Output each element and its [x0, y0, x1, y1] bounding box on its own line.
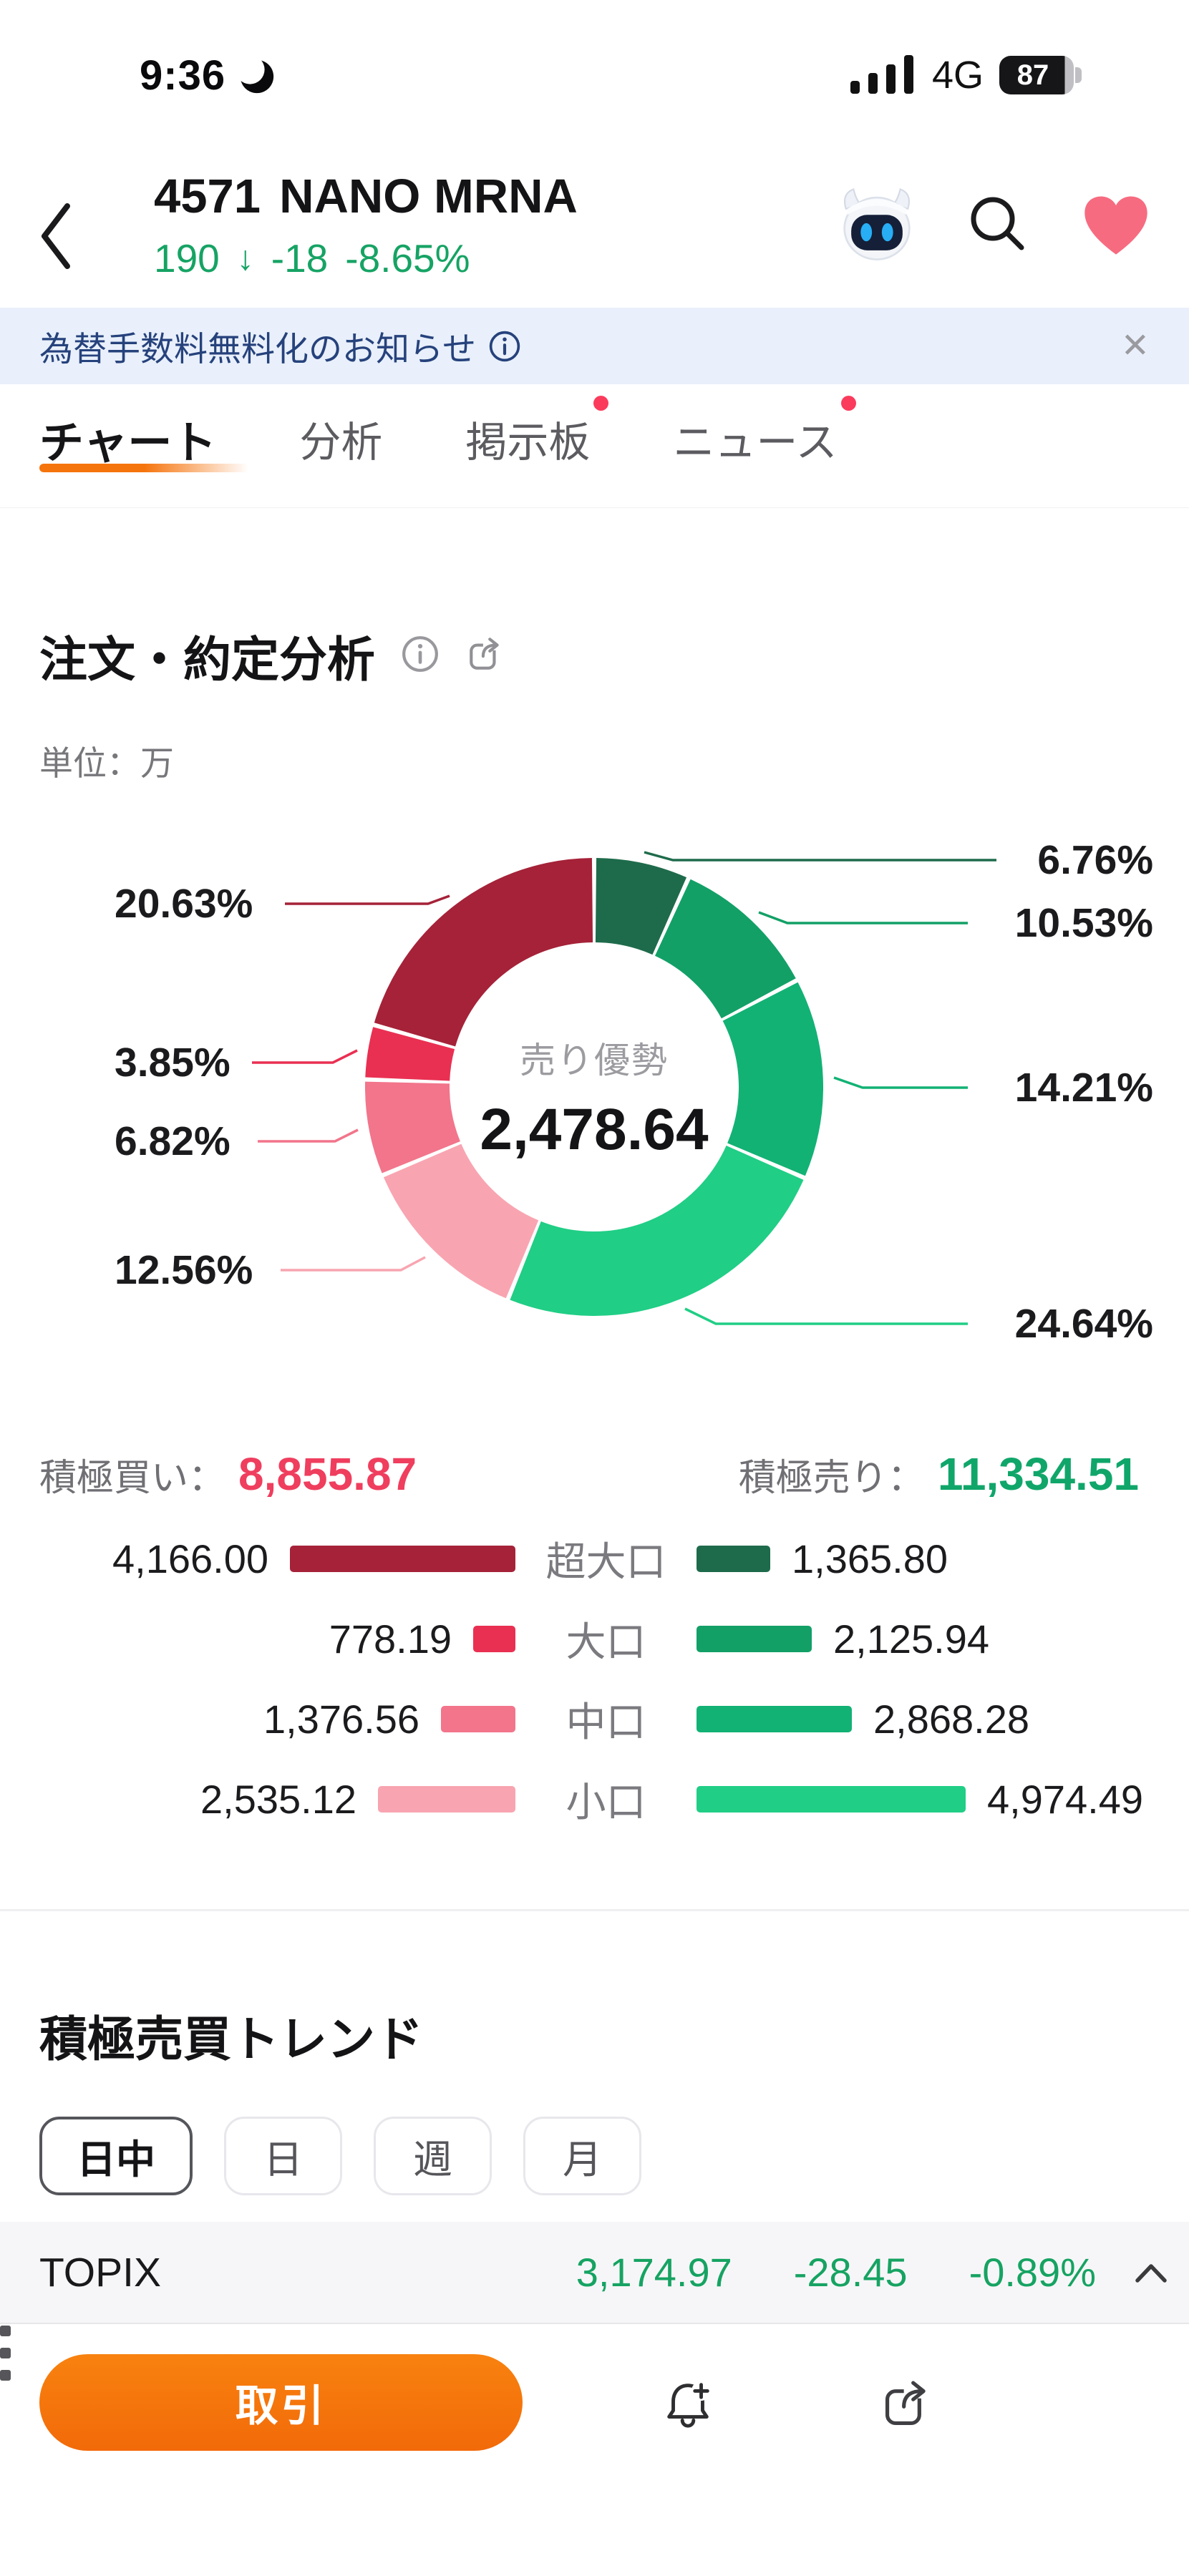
notification-dot	[593, 396, 609, 411]
order-analysis-donut-chart: 売り優勢 2,478.64 6.76% 10.53% 14.21% 24.64%…	[0, 823, 1189, 1395]
segment-label: 12.56%	[115, 1247, 253, 1293]
sell-total-value: 11,334.51	[937, 1448, 1139, 1500]
bar-row-medium: 1,376.56 中口 2,868.28	[0, 1679, 1189, 1759]
buy-bar	[473, 1625, 515, 1652]
tab-chart[interactable]: チャート	[39, 419, 217, 468]
favorite-heart-icon[interactable]	[1079, 190, 1153, 263]
segment-label: 6.76%	[1037, 837, 1153, 883]
sell-bar	[697, 1625, 812, 1652]
clock: 9:36	[140, 52, 226, 99]
sell-bar	[697, 1785, 966, 1813]
status-bar: 9:36 4G 87	[0, 39, 1189, 111]
network-type: 4G	[931, 54, 984, 97]
price-alert-bell-icon[interactable]	[660, 2376, 716, 2431]
price-change-pct: -8.65%	[345, 236, 470, 280]
sell-value: 1,365.80	[792, 1536, 948, 1581]
aggressive-totals-row: 積極買い： 8,855.87 積極売り： 11,334.51	[0, 1442, 1189, 1506]
topix-index-row[interactable]: TOPIX 3,174.97 -28.45 -0.89%	[0, 2222, 1189, 2324]
segment-label: 6.82%	[115, 1118, 230, 1164]
banner-text: 為替手数料無料化のお知らせ	[39, 330, 477, 368]
battery-percent: 87	[999, 56, 1074, 94]
active-tab-underline	[39, 464, 248, 472]
sell-value: 4,974.49	[987, 1776, 1143, 1822]
buy-value: 4,166.00	[112, 1536, 268, 1581]
stock-header: 4571 NANO MRNA 190 ↓ -18 -8.65%	[0, 165, 1189, 308]
donut-center-value: 2,478.64	[480, 1097, 709, 1162]
stock-name: NANO MRNA	[279, 170, 578, 223]
sell-value: 2,868.28	[873, 1696, 1029, 1742]
donut-center-label: 売り優勢	[520, 1040, 669, 1080]
close-icon[interactable]: ✕	[1120, 326, 1150, 365]
section-title: 注文・約定分析	[39, 633, 375, 687]
info-icon	[487, 329, 522, 364]
buy-bar	[441, 1705, 515, 1732]
index-name: TOPIX	[39, 2249, 161, 2296]
period-month[interactable]: 月	[523, 2117, 642, 2195]
sell-total-label: 積極売り：	[738, 1457, 925, 1499]
bucket-label: 大口	[566, 1619, 646, 1664]
ai-assistant-robot-icon[interactable]	[835, 183, 918, 270]
bar-row-xlarge: 4,166.00 超大口 1,365.80	[0, 1518, 1189, 1599]
period-day[interactable]: 日	[224, 2117, 343, 2195]
segment-label: 20.63%	[115, 881, 253, 927]
battery-icon: 87	[999, 56, 1082, 94]
buy-bar	[290, 1545, 515, 1572]
order-size-bars: 4,166.00 超大口 1,365.80 778.19 大口 2,125.94…	[0, 1518, 1189, 1839]
buy-total-value: 8,855.87	[238, 1448, 417, 1500]
tab-news[interactable]: ニュース	[673, 396, 856, 469]
index-change-pct: -0.89%	[969, 2250, 1096, 2295]
segment-label: 24.64%	[1014, 1301, 1153, 1347]
buy-total-label: 積極買い：	[39, 1457, 226, 1499]
last-price: 190	[154, 236, 220, 280]
section-divider	[0, 1909, 1189, 1911]
info-icon[interactable]	[401, 635, 440, 677]
sell-bar	[697, 1545, 770, 1572]
bar-row-small: 2,535.12 小口 4,974.49	[0, 1759, 1189, 1839]
segment-label: 10.53%	[1014, 900, 1153, 946]
bucket-label: 小口	[566, 1779, 646, 1825]
donut-center: 売り優勢 2,478.64	[408, 1032, 780, 1163]
donut-rings	[365, 858, 823, 1316]
sell-bar	[697, 1705, 852, 1732]
tab-analysis[interactable]: 分析	[299, 419, 383, 466]
trend-section-title: 積極売買トレンド	[39, 2013, 423, 2067]
buy-bar	[378, 1785, 515, 1813]
buy-value: 2,535.12	[200, 1776, 356, 1822]
tab-bar: チャート 分析 掲示板 ニュース	[0, 384, 1189, 508]
buy-value: 1,376.56	[263, 1696, 419, 1742]
buy-value: 778.19	[329, 1616, 452, 1662]
share-icon[interactable]	[465, 634, 505, 678]
period-selector: 日中 日 週 月	[39, 2117, 642, 2195]
collapse-chevron-icon[interactable]	[1133, 2260, 1169, 2285]
bucket-label: 超大口	[545, 1538, 666, 1584]
back-button[interactable]	[36, 193, 73, 283]
index-change: -28.45	[793, 2250, 908, 2295]
period-intraday[interactable]: 日中	[39, 2117, 193, 2195]
signal-strength-icon	[850, 54, 916, 97]
segment-label: 14.21%	[1014, 1065, 1153, 1111]
search-icon[interactable]	[967, 193, 1030, 260]
leader-lines	[252, 851, 996, 1325]
down-arrow-icon: ↓	[236, 239, 254, 278]
unit-label: 単位：万	[39, 744, 174, 782]
period-week[interactable]: 週	[374, 2117, 492, 2195]
stock-code: 4571	[154, 170, 261, 223]
index-value: 3,174.97	[576, 2250, 732, 2295]
stock-title: 4571 NANO MRNA	[154, 169, 578, 224]
price-row: 190 ↓ -18 -8.65%	[154, 235, 578, 281]
segment-label: 3.85%	[115, 1040, 230, 1085]
bucket-label: 中口	[566, 1699, 646, 1745]
bottom-action-bar: 取引	[0, 2326, 1189, 2576]
bar-row-large: 778.19 大口 2,125.94	[0, 1599, 1189, 1679]
tab-board[interactable]: 掲示板	[465, 396, 609, 469]
more-options-icon[interactable]	[0, 2326, 1189, 2381]
notice-banner[interactable]: 為替手数料無料化のお知らせ ✕	[0, 308, 1189, 384]
notification-dot	[840, 396, 856, 411]
price-change: -18	[271, 236, 329, 280]
sell-value: 2,125.94	[833, 1616, 989, 1662]
share-icon[interactable]	[879, 2376, 935, 2431]
trade-button[interactable]: 取引	[39, 2354, 523, 2451]
do-not-disturb-moon-icon	[236, 54, 277, 96]
